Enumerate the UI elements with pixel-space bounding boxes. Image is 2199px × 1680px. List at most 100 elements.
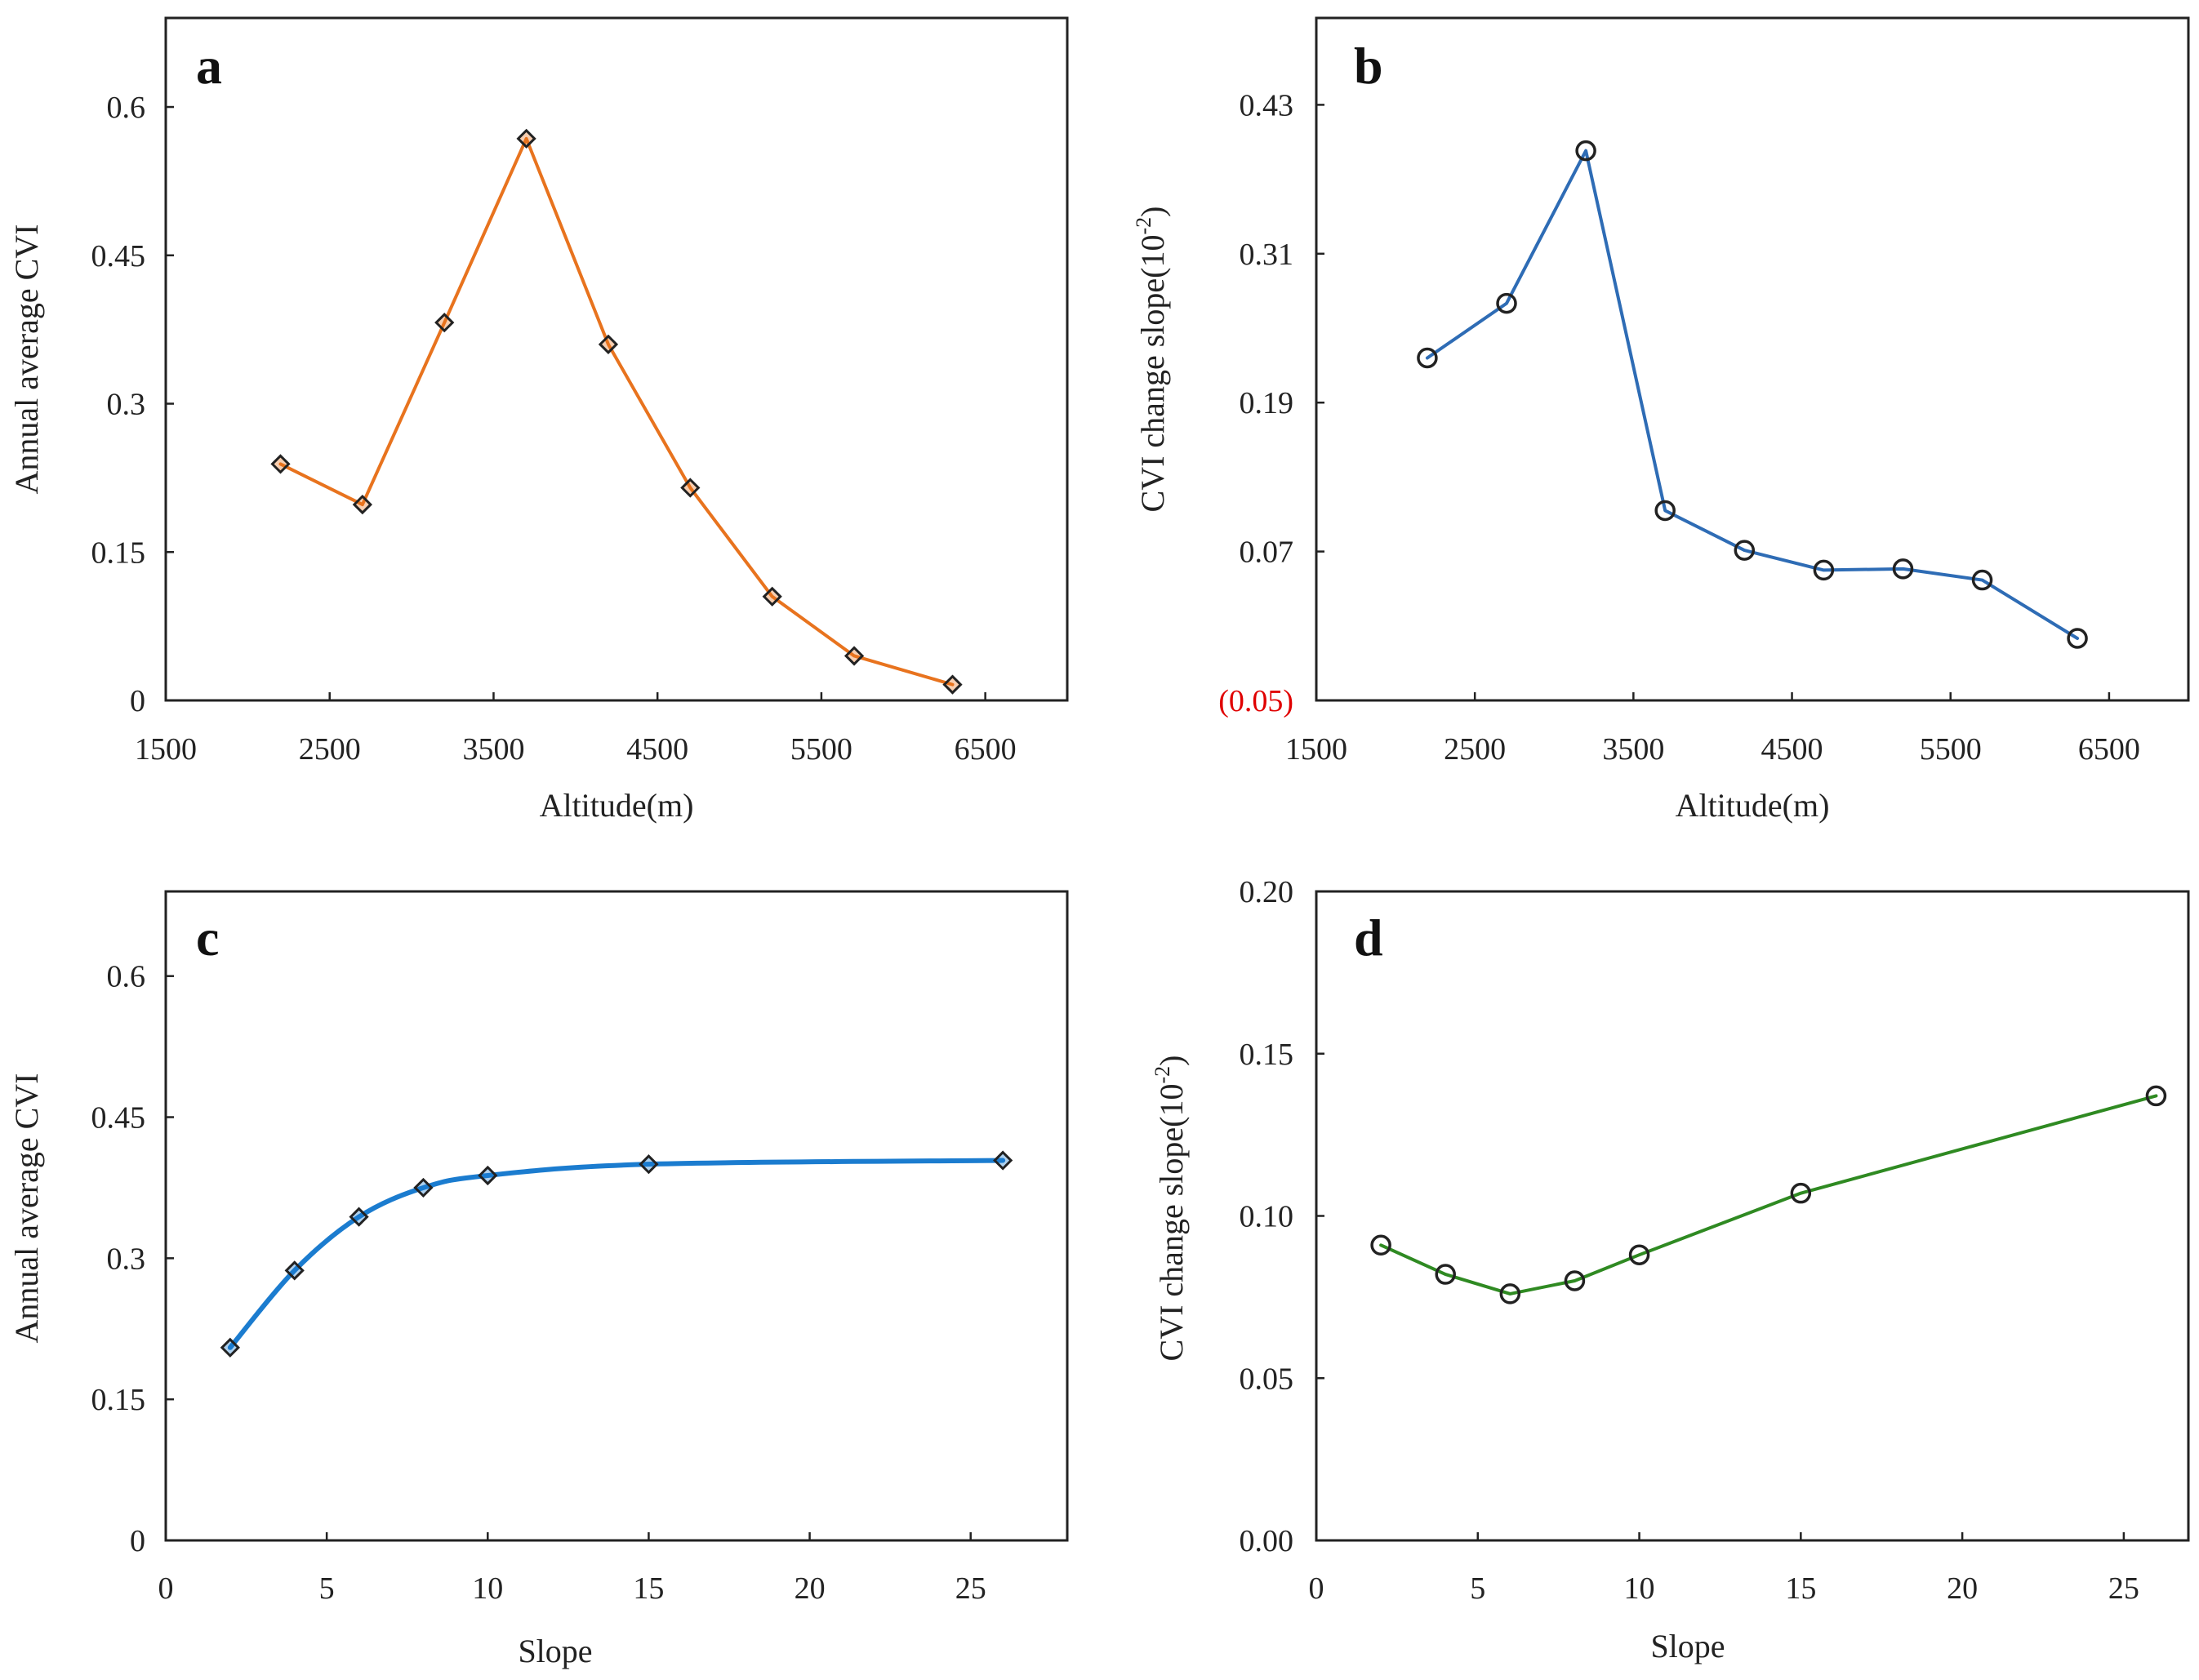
data-point-circle	[1813, 559, 1835, 581]
x-tick-label: 15	[1785, 1571, 1816, 1606]
x-tick-label: 2500	[1444, 732, 1506, 767]
panel-d: d 0.000.050.100.150.20 0 5 10 15 20 25 Slope …	[1151, 875, 2190, 1664]
y-tick-label: 0.3	[107, 1242, 146, 1276]
y-tick-label: 0.00	[1240, 1524, 1294, 1558]
panel-b-y-title-main: CVI change slope(10	[1134, 235, 1171, 513]
panel-d-series	[1370, 1085, 2167, 1304]
data-point-circle	[2067, 628, 2088, 649]
data-point-diamond	[434, 313, 455, 333]
panel-d-y-title-sup: -2	[1151, 1066, 1174, 1084]
panel-c-x-axis-title: Slope	[518, 1633, 592, 1669]
series-line	[227, 1158, 1006, 1350]
series-line	[278, 136, 955, 687]
y-tick-label: 0.45	[91, 1101, 146, 1136]
data-point-circle	[1575, 140, 1596, 162]
y-tick-label: (0.05)	[1218, 684, 1293, 718]
series-line	[1379, 1094, 2158, 1296]
panel-b-y-title-sup: -2	[1132, 217, 1155, 235]
panel-d-x-ticks: 0 5 10 15 20 25	[1309, 1532, 2139, 1606]
x-tick-label: 25	[2108, 1571, 2139, 1606]
x-tick-label: 5	[319, 1571, 335, 1606]
panel-b-y-axis-title: CVI change slope(10-2)	[1132, 207, 1171, 513]
x-tick-label: 1500	[1285, 732, 1347, 767]
data-point-circle	[1499, 1283, 1521, 1304]
y-tick-label: 0	[130, 1524, 145, 1558]
panel-c-y-ticks: 0 0.15 0.3 0.45 0.6	[91, 960, 174, 1558]
panel-c-series	[220, 1150, 1013, 1358]
data-point-circle	[1654, 500, 1676, 522]
y-tick-label: 0.45	[91, 239, 146, 273]
data-point-diamond	[284, 1260, 305, 1281]
panel-a-y-axis-title: Annual average CVI	[8, 224, 45, 495]
data-point-circle	[1370, 1234, 1391, 1256]
panel-c-label: c	[196, 909, 219, 967]
data-point-circle	[1628, 1244, 1650, 1265]
x-tick-label: 20	[795, 1571, 826, 1606]
data-point-diamond	[942, 674, 963, 695]
x-tick-label: 0	[1309, 1571, 1324, 1606]
panel-c: c 0 0.15 0.3 0.45 0.6 0 5 10 15 20 25 Slope Annua…	[8, 890, 1069, 1669]
panel-b-x-ticks: 1500 2500 3500 4500 5500 6500	[1285, 692, 2140, 767]
panel-b-frame	[1315, 16, 2190, 702]
panel-a-label: a	[196, 37, 222, 95]
data-point-diamond	[762, 586, 782, 607]
y-tick-label: 0.20	[1240, 875, 1294, 909]
data-point-circle	[2145, 1085, 2167, 1107]
panel-a-y-ticks: 0 0.15 0.3 0.45 0.6	[91, 91, 174, 718]
data-point-diamond	[639, 1154, 659, 1175]
panel-a-series	[270, 128, 963, 695]
data-point-circle	[1734, 540, 1756, 561]
data-point-diamond	[270, 454, 291, 474]
x-tick-label: 4500	[1761, 732, 1823, 767]
panel-b-y-title-end: )	[1134, 207, 1171, 217]
panel-b-x-axis-title: Altitude(m)	[1676, 787, 1830, 824]
x-tick-label: 3500	[462, 732, 524, 767]
panel-a-x-ticks: 1500 2500 3500 4500 5500 6500	[135, 692, 1017, 767]
data-point-diamond	[993, 1150, 1013, 1171]
data-point-circle	[1435, 1264, 1456, 1285]
data-point-circle	[1892, 558, 1914, 580]
y-tick-label: 0.15	[91, 536, 146, 570]
data-point-circle	[1564, 1270, 1586, 1291]
y-tick-label: 0.05	[1240, 1362, 1294, 1396]
data-point-circle	[1417, 347, 1438, 369]
series-line	[1425, 149, 2080, 640]
panel-b-y-ticks: (0.05) 0.07 0.19 0.31 0.43	[1218, 88, 1324, 718]
x-tick-label: 5500	[790, 732, 852, 767]
y-tick-label: 0.19	[1240, 386, 1294, 420]
panel-a-frame	[164, 16, 1069, 702]
panel-b-label: b	[1354, 37, 1383, 95]
panel-c-y-axis-title: Annual average CVI	[8, 1073, 45, 1344]
panel-d-y-title-end: )	[1153, 1056, 1190, 1066]
y-tick-label: 0.15	[1240, 1038, 1294, 1072]
data-point-diamond	[516, 128, 536, 149]
data-point-diamond	[349, 1207, 369, 1227]
x-tick-label: 15	[633, 1571, 664, 1606]
panel-b: b (0.05) 0.07 0.19 0.31 0.43 1500 2500 3500 450…	[1132, 16, 2190, 824]
x-tick-label: 10	[1624, 1571, 1655, 1606]
y-tick-label: 0.6	[107, 91, 146, 125]
data-point-diamond	[413, 1177, 434, 1198]
x-tick-label: 0	[158, 1571, 174, 1606]
panel-d-y-axis-title: CVI change slope(10-2)	[1151, 1056, 1190, 1362]
x-tick-label: 5	[1470, 1571, 1485, 1606]
panel-d-y-ticks: 0.00 0.05 0.10 0.15 0.20	[1240, 875, 1324, 1558]
panel-d-y-title-main: CVI change slope(10	[1153, 1084, 1190, 1362]
x-tick-label: 2500	[299, 732, 361, 767]
data-point-diamond	[478, 1165, 498, 1186]
x-tick-label: 20	[1947, 1571, 1978, 1606]
x-tick-label: 25	[955, 1571, 986, 1606]
panel-d-frame	[1315, 890, 2190, 1542]
y-tick-label: 0.3	[107, 388, 146, 422]
panel-b-series	[1417, 140, 2088, 649]
y-tick-label: 0.31	[1240, 238, 1294, 272]
data-point-diamond	[220, 1337, 240, 1358]
panel-c-x-ticks: 0 5 10 15 20 25	[158, 1532, 986, 1606]
x-tick-label: 3500	[1602, 732, 1664, 767]
data-point-circle	[1971, 569, 1993, 591]
y-tick-label: 0	[130, 684, 145, 718]
panel-a: a 0 0.15 0.3 0.45 0.6 1500 2500 3500 4500 5500 65…	[8, 16, 1069, 824]
data-point-diamond	[352, 494, 372, 515]
y-tick-label: 0.10	[1240, 1200, 1294, 1234]
